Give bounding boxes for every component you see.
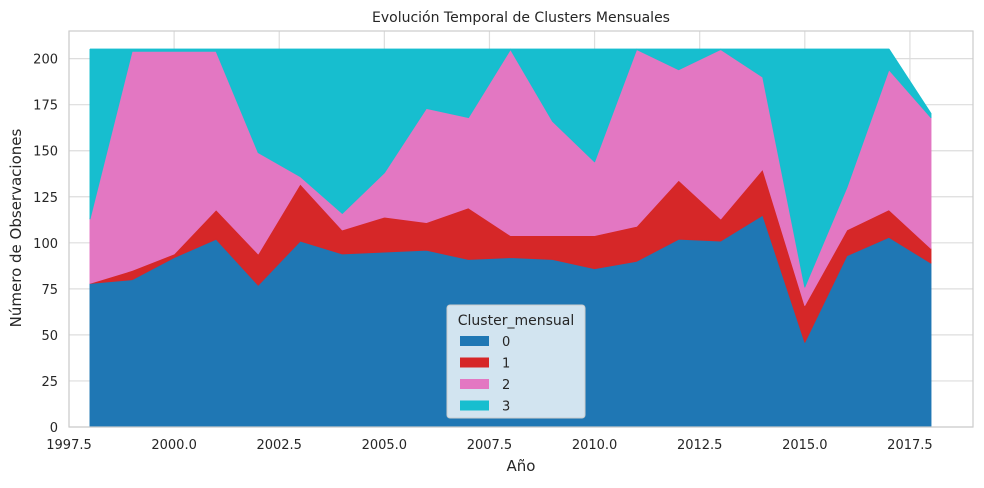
legend-label-3: 3 <box>502 400 510 415</box>
x-tick-label: 2005.0 <box>362 438 408 453</box>
legend: Cluster_mensual 0 1 2 3 <box>446 304 586 419</box>
y-tick-label: 175 <box>33 99 58 114</box>
legend-title: Cluster_mensual <box>458 313 574 329</box>
legend-swatch-2 <box>460 379 489 389</box>
legend-swatch-1 <box>460 357 489 368</box>
tick-labels: 0 25 50 75 100 125 150 175 200 1997.5 2000.0 2002.5… <box>33 53 933 453</box>
area-series-3-edge <box>90 48 932 115</box>
x-tick-label: 2010.0 <box>572 438 618 453</box>
y-tick-label: 50 <box>41 329 58 344</box>
y-tick-label: 75 <box>41 283 58 298</box>
x-tick-label: 1997.5 <box>46 438 92 453</box>
x-tick-label: 2000.0 <box>151 438 197 453</box>
x-tick-label: 2012.5 <box>677 438 723 453</box>
legend-label-1: 1 <box>502 357 510 372</box>
x-tick-label: 2017.5 <box>887 438 933 453</box>
chart-title: Evolución Temporal de Clusters Mensuales <box>372 10 670 26</box>
y-axis-label: Número de Observaciones <box>7 129 25 328</box>
x-tick-label: 2015.0 <box>782 438 828 453</box>
y-tick-label: 200 <box>33 53 58 68</box>
y-tick-label: 125 <box>33 191 58 206</box>
y-tick-label: 100 <box>33 237 58 252</box>
plot-frame <box>68 30 974 428</box>
y-tick-label: 150 <box>33 145 58 160</box>
x-tick-label: 2002.5 <box>256 438 302 453</box>
legend-swatch-3 <box>460 400 489 411</box>
legend-label-0: 0 <box>502 335 510 350</box>
legend-label-2: 2 <box>502 378 510 393</box>
legend-box <box>446 304 586 419</box>
x-axis-label: Año <box>507 457 536 475</box>
legend-swatch-0 <box>460 336 489 346</box>
y-tick-label: 0 <box>50 421 58 436</box>
x-tick-label: 2007.5 <box>467 438 513 453</box>
y-tick-label: 25 <box>41 375 58 390</box>
